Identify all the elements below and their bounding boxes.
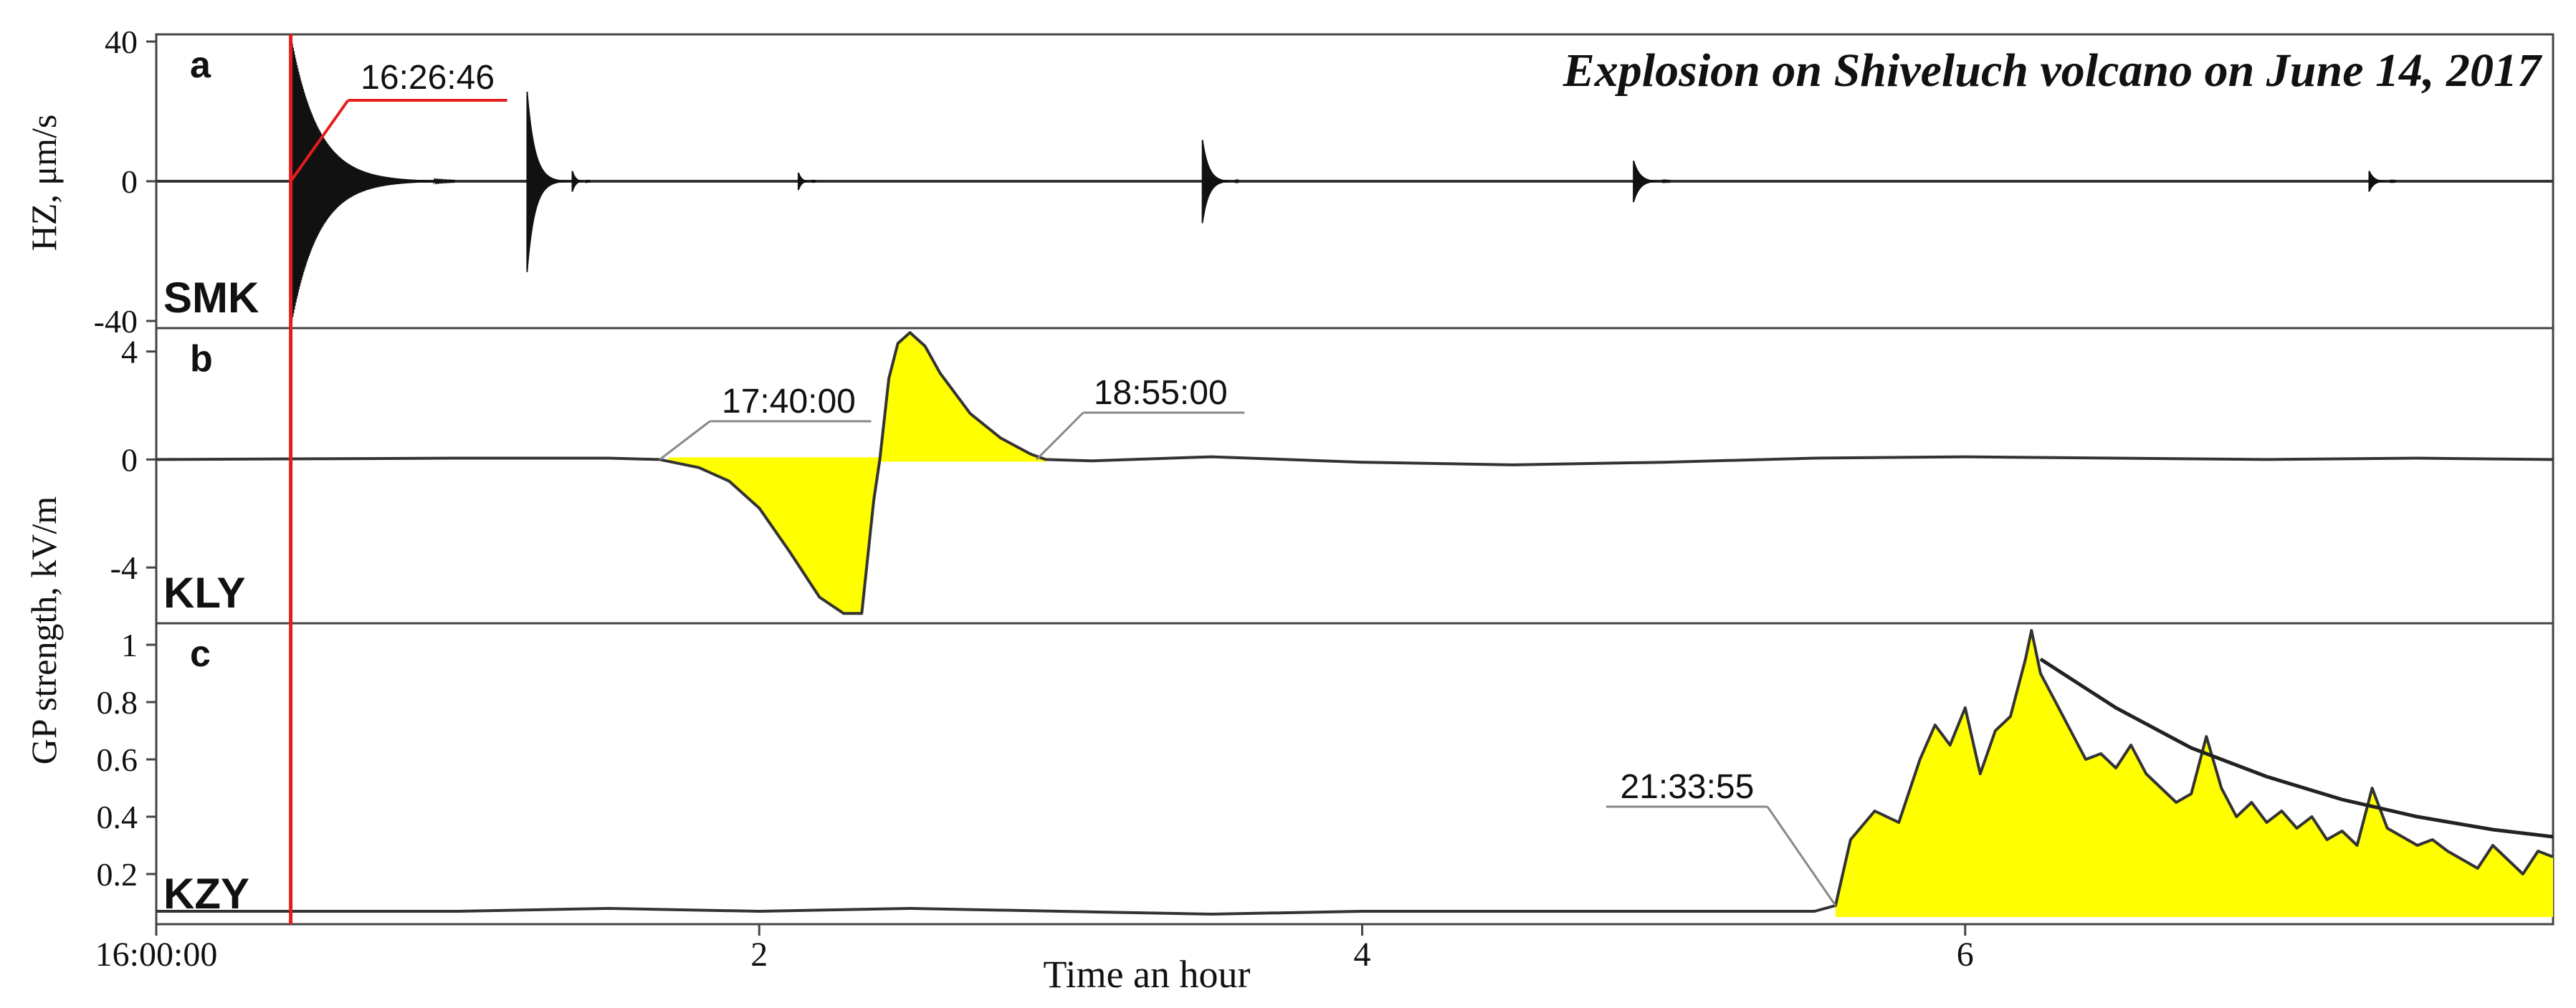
x-tick-label: 2 <box>750 936 768 974</box>
panel-b: b KLY 4 0 -4 17:40:00 18:55:00 <box>110 327 2554 625</box>
annotation-leader <box>1766 806 1837 906</box>
y-axis-label-panel-a: HZ, μm/s <box>24 115 64 251</box>
seismic-burst <box>797 172 817 191</box>
panel-frame <box>155 327 2554 625</box>
annotation-label: 21:33:55 <box>1620 768 1754 806</box>
annotation-leader <box>659 420 711 461</box>
y-tick-label: 0.8 <box>97 684 138 721</box>
y-axis-label-panels-bc: GP strength, kV/m <box>24 496 64 765</box>
y-tick-label: -40 <box>94 303 138 340</box>
decay-curve <box>2039 657 2554 839</box>
y-tick-label: 1 <box>121 627 138 663</box>
annotation-label: 16:26:46 <box>361 59 495 97</box>
y-tick-label: -4 <box>110 549 138 586</box>
station-label: KLY <box>163 569 246 617</box>
y-tick-label: 0 <box>121 163 138 200</box>
seismic-burst <box>2368 171 2397 192</box>
station-label: KZY <box>163 870 249 918</box>
x-tick-label: 16:00:00 <box>95 936 218 974</box>
x-axis: 16:00:00 2 4 6 <box>95 924 1974 974</box>
panel-letter: c <box>190 633 211 675</box>
seismic-burst <box>1201 140 1239 224</box>
data-trace <box>156 331 2554 615</box>
x-tick-label: 6 <box>1957 936 1974 974</box>
panel-frame <box>155 622 2554 926</box>
panel-a: a SMK 40 0 -40 16:26:46 <box>94 24 2554 340</box>
y-tick-label: 0 <box>121 441 138 478</box>
annotation-leader <box>1036 411 1084 461</box>
panel-c: c KZY 1 0.8 0.6 0.4 0.2 21:33:55 <box>97 622 2554 926</box>
y-tick-label: 0.2 <box>97 856 138 893</box>
y-tick-label: 4 <box>121 334 138 370</box>
annotation-label: 17:40:00 <box>722 383 856 421</box>
filled-area <box>669 332 1046 614</box>
annotation-label: 18:55:00 <box>1094 374 1228 412</box>
y-tick-label: 0.6 <box>97 741 138 778</box>
data-trace <box>156 629 2554 916</box>
filled-area <box>1835 630 2553 917</box>
y-tick-label: 40 <box>105 24 138 60</box>
x-axis-label: Time an hour <box>1043 953 1250 996</box>
seismic-burst <box>291 43 456 322</box>
panel-letter: a <box>190 44 211 86</box>
y-tick-label: 0.4 <box>97 799 138 835</box>
seismic-burst <box>1633 160 1671 203</box>
seismic-burst <box>526 91 573 272</box>
x-tick-label: 4 <box>1354 936 1371 974</box>
annotation-leader <box>289 99 350 183</box>
seismic-burst <box>571 171 591 192</box>
chart-title: Explosion on Shiveluch volcano on June 1… <box>1563 44 2543 97</box>
panel-letter: b <box>190 338 213 380</box>
station-label: SMK <box>163 274 259 322</box>
